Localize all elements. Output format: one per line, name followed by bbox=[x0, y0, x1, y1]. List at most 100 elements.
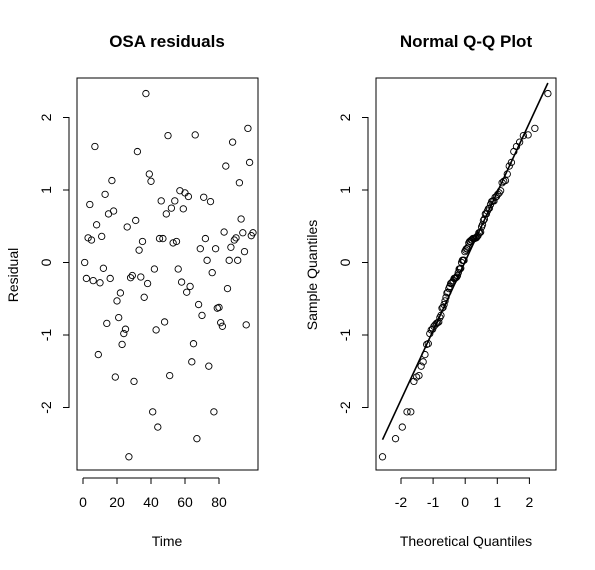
residual-point bbox=[109, 207, 118, 215]
residual-point bbox=[206, 197, 215, 206]
left-y-tick-label: -1 bbox=[38, 329, 54, 342]
residual-point bbox=[222, 162, 230, 170]
qq-point bbox=[495, 189, 503, 197]
osa-residuals-panel: OSA residuals 0 20 40 60 80 -2 -1 0 1 2 Time Res… bbox=[5, 32, 259, 549]
residual-point bbox=[154, 423, 162, 431]
qq-point bbox=[453, 271, 462, 280]
residual-point bbox=[130, 377, 138, 386]
residual-point bbox=[91, 142, 99, 151]
left-y-tick-label: 1 bbox=[38, 186, 54, 194]
residual-point bbox=[200, 193, 208, 201]
qq-point bbox=[421, 350, 429, 359]
left-x-tick-label: 40 bbox=[143, 494, 159, 510]
residual-point bbox=[147, 177, 155, 185]
qq-point bbox=[403, 408, 411, 416]
qq-point bbox=[460, 256, 468, 264]
right-y-tick-label: 1 bbox=[337, 186, 353, 194]
residual-point bbox=[184, 192, 193, 201]
qq-point bbox=[507, 158, 516, 167]
right-x-axis-label: Theoretical Quantiles bbox=[400, 533, 532, 549]
left-y-tick-label: 0 bbox=[38, 258, 54, 266]
qq-point bbox=[479, 216, 488, 225]
left-y-axis-label: Residual bbox=[5, 248, 21, 302]
residual-point bbox=[81, 258, 89, 267]
residual-point bbox=[108, 176, 116, 185]
qq-point bbox=[417, 362, 425, 370]
qq-point bbox=[496, 187, 505, 195]
residual-point bbox=[235, 179, 244, 187]
right-title: Normal Q-Q Plot bbox=[400, 32, 533, 51]
right-x-tick-label: 0 bbox=[461, 494, 469, 510]
right-y-axis-label: Sample Quantiles bbox=[304, 220, 320, 331]
qq-point bbox=[419, 358, 427, 366]
right-x-tick-label: 2 bbox=[526, 494, 534, 510]
residual-point bbox=[167, 204, 176, 212]
residual-point bbox=[157, 197, 165, 205]
residual-point bbox=[113, 297, 121, 305]
left-x-tick-label: 20 bbox=[109, 494, 125, 510]
residual-point bbox=[120, 329, 128, 338]
qq-point bbox=[515, 138, 524, 146]
right-x-tick-label: -2 bbox=[395, 494, 408, 510]
qq-point bbox=[456, 265, 464, 273]
residual-point bbox=[142, 89, 150, 98]
right-y-ticks: -2 -1 0 1 2 bbox=[337, 113, 368, 414]
qq-point bbox=[473, 232, 481, 241]
qq-point bbox=[443, 289, 451, 297]
residual-point bbox=[217, 319, 225, 327]
qq-point bbox=[480, 215, 489, 223]
residual-point bbox=[137, 273, 145, 281]
qq-point bbox=[454, 268, 462, 277]
residual-point bbox=[218, 322, 227, 330]
left-title: OSA residuals bbox=[109, 32, 225, 51]
qq-point bbox=[457, 264, 465, 272]
right-y-tick-label: -1 bbox=[337, 329, 353, 342]
qq-point bbox=[531, 124, 539, 133]
residual-point bbox=[123, 223, 131, 231]
residual-point bbox=[106, 274, 114, 283]
residual-point bbox=[126, 274, 135, 282]
residual-point bbox=[183, 288, 191, 296]
qq-point bbox=[427, 326, 435, 334]
qq-point bbox=[490, 197, 498, 205]
qq-point bbox=[484, 205, 493, 213]
residual-point bbox=[172, 237, 181, 246]
residual-point bbox=[87, 236, 96, 244]
residual-point bbox=[99, 264, 108, 272]
residual-point bbox=[138, 237, 147, 246]
qq-point bbox=[437, 311, 445, 320]
residual-point bbox=[188, 358, 196, 366]
qq-point bbox=[438, 304, 446, 312]
residual-point bbox=[115, 313, 123, 322]
residual-point bbox=[98, 232, 106, 241]
residual-point bbox=[232, 234, 240, 242]
qq-point bbox=[415, 371, 423, 380]
residual-point bbox=[162, 210, 170, 218]
residual-point bbox=[177, 278, 186, 286]
residual-point bbox=[210, 408, 218, 416]
qq-point bbox=[503, 170, 511, 178]
residual-point bbox=[82, 274, 91, 283]
left-y-ticks: -2 -1 0 1 2 bbox=[38, 113, 69, 414]
left-x-ticks: 0 20 40 60 80 bbox=[79, 478, 227, 510]
normal-qq-panel: Normal Q-Q Plot -2 -1 0 1 2 -2 -1 0 1 2 Theoreti… bbox=[304, 32, 557, 549]
residual-point bbox=[196, 245, 204, 253]
residual-point bbox=[125, 453, 133, 461]
qq-point bbox=[492, 192, 501, 201]
residual-point bbox=[234, 256, 242, 264]
qq-point bbox=[440, 300, 448, 309]
residual-point bbox=[191, 131, 199, 139]
residual-point bbox=[239, 229, 247, 237]
right-y-tick-label: -2 bbox=[337, 401, 353, 414]
residual-point bbox=[211, 245, 220, 253]
residual-point bbox=[194, 300, 203, 309]
residual-point bbox=[132, 216, 140, 225]
residual-point bbox=[121, 325, 130, 333]
residual-point bbox=[225, 256, 233, 264]
residual-point bbox=[203, 256, 211, 264]
residual-point bbox=[245, 158, 254, 167]
residual-point bbox=[150, 265, 159, 273]
residual-point bbox=[133, 147, 142, 156]
right-x-tick-label: -1 bbox=[427, 494, 440, 510]
